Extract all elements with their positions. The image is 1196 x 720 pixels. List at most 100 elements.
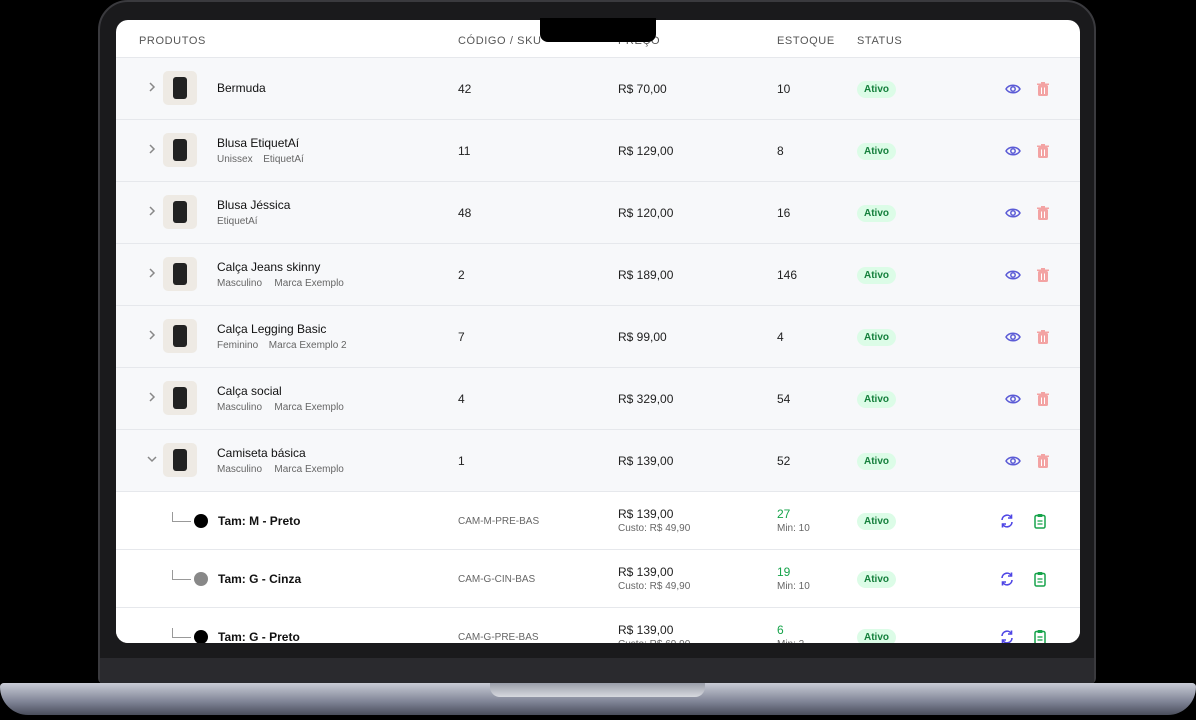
variant-name: Tam: M - Preto [218,514,301,528]
product-thumbnail [163,133,197,167]
view-button[interactable] [1005,453,1021,469]
expand-chevron[interactable] [146,266,158,280]
variant-price: R$ 139,00 [618,565,674,579]
product-tag: Marca Exemplo [274,402,344,413]
variant-stock: 6 [777,623,784,637]
delete-button[interactable] [1035,205,1051,221]
color-swatch [194,514,208,528]
color-swatch [194,630,208,643]
product-name: Calça Legging Basic [217,322,327,336]
view-button[interactable] [1005,143,1021,159]
product-code: 7 [458,330,465,344]
laptop-groove [490,683,705,697]
column-header: ESTOQUE [777,35,835,47]
tree-connector [172,570,191,580]
status-badge: Ativo [857,267,896,284]
product-name: Blusa Jéssica [217,198,291,212]
product-stock: 146 [777,268,798,282]
product-name: Camiseta básica [217,446,306,460]
status-badge: Ativo [857,391,896,408]
color-swatch [194,572,208,586]
tree-connector [172,512,191,522]
column-header: CÓDIGO / SKU [458,35,542,47]
product-row[interactable]: Calça social Masculino Marca Exemplo 4 R$ 32… [116,368,1080,430]
product-row[interactable]: Blusa Jéssica EtiquetAí 48 R$ 120,00 16 Ativo [116,182,1080,244]
tree-connector [172,628,191,638]
product-row[interactable]: Bermuda 42 R$ 70,00 10 Ativo [116,58,1080,120]
variant-cost: Custo: R$ 69,90 [618,639,690,643]
product-tag: EtiquetAí [217,216,258,227]
product-name: Blusa EtiquetAí [217,136,300,150]
inventory-button[interactable] [1032,513,1048,529]
product-code: 1 [458,454,465,468]
product-code: 4 [458,392,465,406]
expand-chevron[interactable] [146,142,158,156]
product-thumbnail [163,257,197,291]
sync-button[interactable] [999,513,1015,529]
sync-button[interactable] [999,629,1015,643]
variant-price: R$ 139,00 [618,507,674,521]
view-button[interactable] [1005,205,1021,221]
product-price: R$ 329,00 [618,392,674,406]
product-row[interactable]: Blusa EtiquetAí Unissex EtiquetAí 11 R$ 129,… [116,120,1080,182]
delete-button[interactable] [1035,453,1051,469]
product-stock: 8 [777,144,784,158]
status-badge: Ativo [857,329,896,346]
product-tag: Masculino [217,278,263,289]
expand-chevron[interactable] [146,80,158,94]
status-badge: Ativo [857,81,896,98]
view-button[interactable] [1005,81,1021,97]
inventory-button[interactable] [1032,629,1048,643]
expand-chevron[interactable] [146,204,158,218]
variant-sku: CAM-M-PRE-BAS [458,516,540,527]
inventory-button[interactable] [1032,571,1048,587]
delete-button[interactable] [1035,391,1051,407]
product-price: R$ 70,00 [618,82,667,96]
variant-row: Tam: G - Cinza CAM-G-CIN-BAS R$ 139,00 Cust… [116,550,1080,608]
column-header: PRODUTOS [139,35,206,47]
delete-button[interactable] [1035,143,1051,159]
product-tag: Marca Exemplo [274,464,344,475]
variant-cost: Custo: R$ 49,90 [618,581,691,592]
view-button[interactable] [1005,391,1021,407]
delete-button[interactable] [1035,81,1051,97]
product-tag: Marca Exemplo 2 [268,340,347,351]
expand-chevron[interactable] [146,390,158,404]
view-button[interactable] [1005,329,1021,345]
product-row[interactable]: Calça Jeans skinny Masculino Marca Exemplo… [116,244,1080,306]
variant-min: Min: 10 [777,581,810,592]
product-stock: 54 [777,392,791,406]
product-code: 42 [458,82,472,96]
variant-price: R$ 139,00 [618,623,674,637]
product-thumbnail [163,195,197,229]
view-button[interactable] [1005,267,1021,283]
product-tag: Feminino [217,340,259,351]
variant-stock: 19 [777,565,791,579]
expand-chevron[interactable] [146,328,158,342]
product-price: R$ 99,00 [618,330,667,344]
variant-stock: 27 [777,507,791,521]
product-tag: Unissex [217,154,253,165]
variant-min: Min: 2 [777,639,804,643]
status-badge: Ativo [857,629,896,643]
sync-button[interactable] [999,571,1015,587]
delete-button[interactable] [1035,329,1051,345]
camera-notch [540,18,656,42]
variant-row: Tam: G - Preto CAM-G-PRE-BAS R$ 139,00 Cust… [116,608,1080,643]
product-thumbnail [163,71,197,105]
product-stock: 4 [777,330,784,344]
product-name: Calça Jeans skinny [217,260,321,274]
status-badge: Ativo [857,205,896,222]
product-name: Calça social [217,384,282,398]
variant-name: Tam: G - Preto [218,630,300,643]
product-stock: 10 [777,82,791,96]
variant-name: Tam: G - Cinza [218,572,302,586]
product-row[interactable]: Camiseta básica Masculino Marca Exemplo 1 R$… [116,430,1080,492]
product-row[interactable]: Calça Legging Basic Feminino Marca Exemplo… [116,306,1080,368]
delete-button[interactable] [1035,267,1051,283]
expand-chevron[interactable] [146,452,158,466]
column-header: STATUS [857,35,903,47]
product-code: 2 [458,268,465,282]
status-badge: Ativo [857,513,896,530]
